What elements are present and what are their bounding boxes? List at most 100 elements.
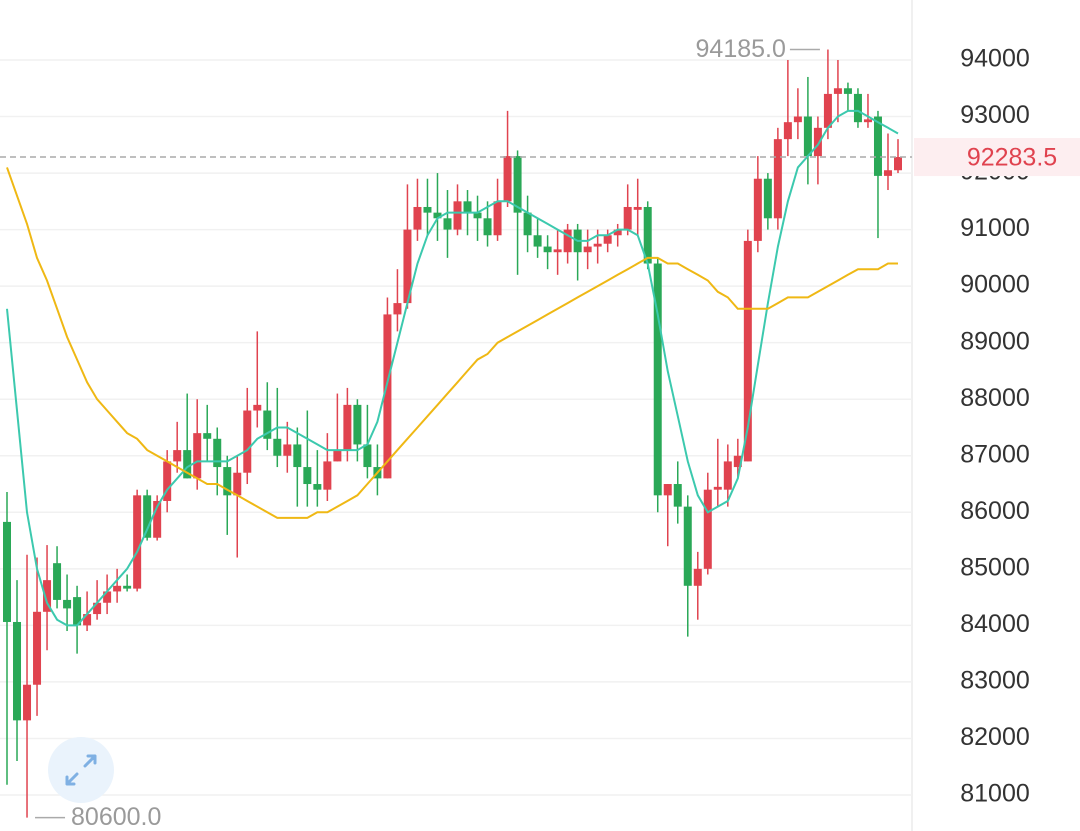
candle-body bbox=[863, 119, 872, 123]
last-price-box bbox=[914, 138, 1080, 177]
candle-body bbox=[453, 201, 462, 230]
candle-body bbox=[423, 206, 432, 213]
min-marker-label: 80600.0 bbox=[71, 803, 161, 831]
ma-line bbox=[6, 109, 899, 627]
candle-body bbox=[233, 472, 242, 496]
candle-body bbox=[203, 433, 212, 439]
candle-body bbox=[213, 438, 222, 468]
candle-body bbox=[823, 93, 832, 128]
candle-body bbox=[703, 489, 712, 569]
moving-averages bbox=[6, 109, 899, 627]
candle-body bbox=[543, 246, 552, 253]
candle-body bbox=[273, 438, 282, 456]
candle-body bbox=[483, 218, 492, 236]
candle-body bbox=[113, 585, 122, 592]
candle-body bbox=[303, 467, 312, 485]
candle-body bbox=[763, 178, 772, 219]
candle-body bbox=[13, 621, 22, 721]
candle-body bbox=[83, 614, 92, 626]
candle-body bbox=[283, 444, 292, 456]
candle-body bbox=[433, 212, 442, 219]
candle-body bbox=[713, 486, 722, 490]
candle-body bbox=[133, 495, 142, 589]
candle-body bbox=[333, 450, 342, 462]
candle-body bbox=[843, 88, 852, 94]
y-tick-label: 87000 bbox=[960, 440, 1030, 468]
y-tick-label: 89000 bbox=[960, 327, 1030, 355]
candle-body bbox=[43, 580, 52, 612]
candle-body bbox=[503, 156, 512, 202]
expand-button[interactable] bbox=[48, 737, 114, 803]
candle-body bbox=[383, 314, 392, 479]
candle-body bbox=[643, 206, 652, 264]
candle-body bbox=[23, 684, 32, 721]
candle-body bbox=[93, 602, 102, 615]
last-price-label: 92283.5 bbox=[967, 144, 1057, 172]
candle-body bbox=[173, 450, 182, 462]
candle-body bbox=[693, 568, 702, 586]
y-tick-label: 94000 bbox=[960, 45, 1030, 73]
candle-body bbox=[153, 500, 162, 538]
candle-body bbox=[894, 157, 902, 171]
ma-line bbox=[6, 167, 898, 519]
candle-body bbox=[103, 591, 112, 603]
candle-body bbox=[323, 461, 332, 490]
candle-body bbox=[253, 404, 262, 411]
y-tick-label: 81000 bbox=[960, 780, 1030, 808]
candle-body bbox=[663, 484, 672, 496]
candle-body bbox=[73, 597, 82, 626]
candle-body bbox=[63, 599, 72, 609]
y-tick-label: 86000 bbox=[960, 497, 1030, 525]
candle-body bbox=[313, 484, 322, 490]
candle-body bbox=[793, 116, 802, 123]
y-tick-label: 91000 bbox=[960, 214, 1030, 242]
candle-body bbox=[653, 263, 662, 496]
candle-body bbox=[53, 563, 62, 600]
candle-body bbox=[473, 212, 482, 219]
candle-body bbox=[123, 585, 132, 589]
candle-body bbox=[223, 467, 232, 496]
candle-body bbox=[853, 93, 862, 123]
candle-body bbox=[803, 116, 812, 157]
candle-body bbox=[403, 229, 412, 304]
candle-body bbox=[553, 249, 562, 253]
candle-body bbox=[343, 404, 352, 451]
candle-body bbox=[723, 461, 732, 490]
candle-body bbox=[443, 218, 452, 230]
candle-body bbox=[193, 433, 202, 479]
candle-body bbox=[623, 206, 632, 230]
grid: 81000 82000 83000 84000 85000 86000 87000 88000… bbox=[0, 45, 1030, 808]
candle-body bbox=[673, 484, 682, 507]
candle-body bbox=[783, 122, 792, 140]
candle-body bbox=[633, 206, 642, 210]
candle-body bbox=[883, 170, 892, 176]
candle-body bbox=[263, 410, 272, 439]
candle-body bbox=[3, 521, 11, 622]
overlay: 92283.5 94185.0 80600.0 bbox=[0, 35, 1080, 831]
y-tick-label: 90000 bbox=[960, 271, 1030, 299]
candle-body bbox=[583, 246, 592, 253]
candle-body bbox=[813, 127, 822, 157]
y-tick-label: 85000 bbox=[960, 553, 1030, 581]
candle-body bbox=[833, 88, 842, 94]
max-marker-label: 94185.0 bbox=[696, 35, 786, 63]
candle-body bbox=[613, 229, 622, 236]
y-tick-label: 84000 bbox=[960, 610, 1030, 638]
candles bbox=[3, 49, 902, 818]
candle-body bbox=[143, 495, 152, 538]
candle-body bbox=[873, 116, 882, 176]
candle-body bbox=[513, 156, 522, 213]
candle-body bbox=[163, 461, 172, 501]
y-tick-label: 93000 bbox=[960, 101, 1030, 129]
candle-body bbox=[733, 455, 742, 468]
y-tick-label: 83000 bbox=[960, 667, 1030, 695]
candle-body bbox=[753, 178, 762, 241]
candle-body bbox=[683, 506, 692, 586]
candle-body bbox=[353, 404, 362, 445]
candle-body bbox=[743, 240, 752, 462]
candle-body bbox=[593, 243, 602, 247]
candle-body bbox=[533, 235, 542, 247]
candle-body bbox=[523, 212, 532, 236]
